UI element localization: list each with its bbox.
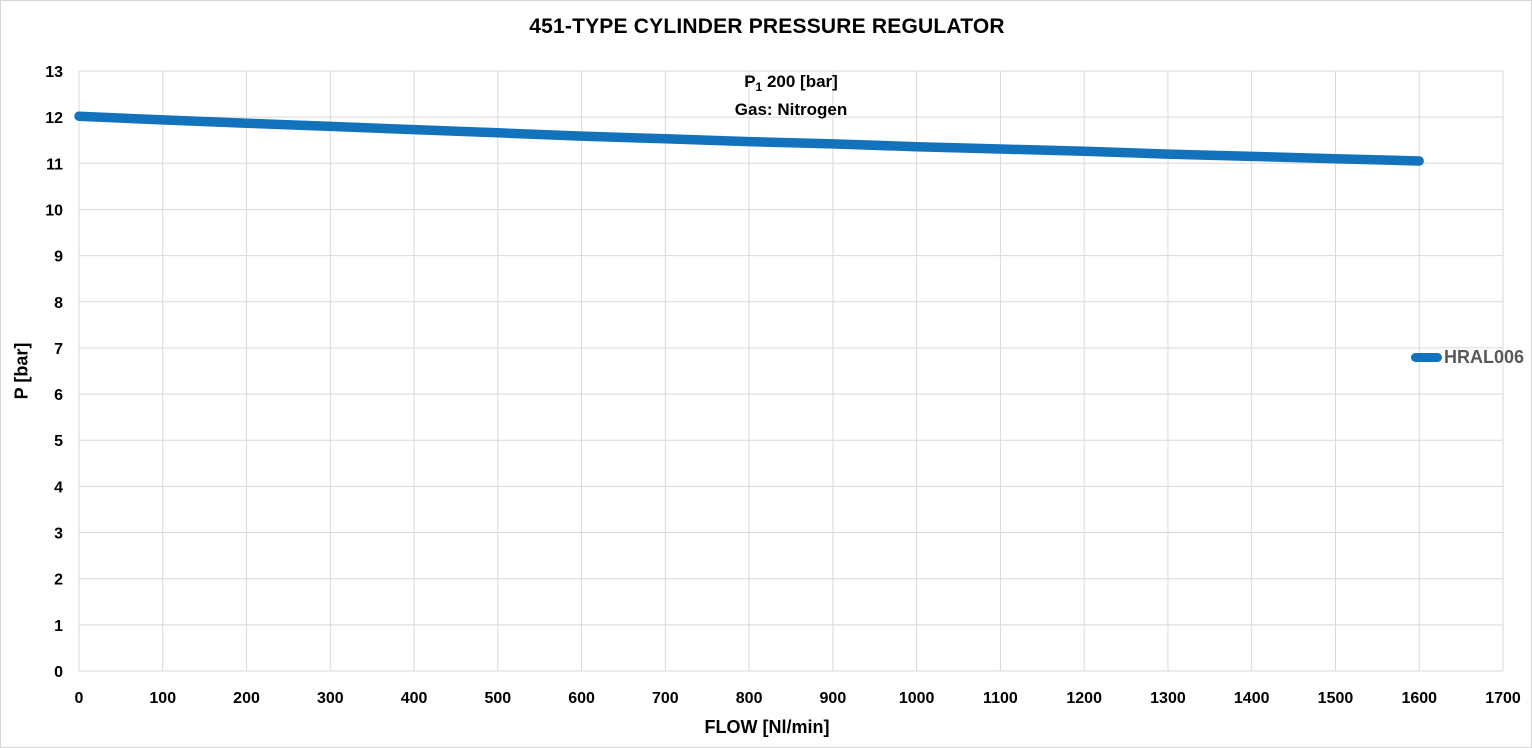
x-tick-label: 300 xyxy=(317,690,344,707)
x-tick-label: 1300 xyxy=(1150,690,1186,707)
y-tick-label: 3 xyxy=(54,526,63,543)
y-tick-label: 0 xyxy=(54,664,63,681)
y-tick-label: 1 xyxy=(54,618,63,635)
chart-subtitle-pressure: P1 200 [bar] xyxy=(1,72,1531,94)
y-tick-label: 4 xyxy=(54,479,63,496)
x-tick-label: 1400 xyxy=(1234,690,1270,707)
x-tick-label: 900 xyxy=(820,690,847,707)
legend-series-label: HRAL006 xyxy=(1444,347,1525,367)
subtitle-p: P xyxy=(744,72,756,91)
x-tick-label: 400 xyxy=(401,690,428,707)
y-tick-label: 9 xyxy=(54,249,63,266)
x-tick-label: 800 xyxy=(736,690,763,707)
y-axis-title: P [bar] xyxy=(11,342,32,400)
x-tick-label: 0 xyxy=(75,690,84,707)
x-tick-label: 600 xyxy=(568,690,595,707)
x-tick-label: 500 xyxy=(484,690,511,707)
x-tick-label: 1700 xyxy=(1485,690,1521,707)
x-tick-label: 1100 xyxy=(983,690,1018,707)
x-axis-title: FLOW [Nl/min] xyxy=(704,717,830,737)
legend-series-marker xyxy=(1411,353,1442,362)
y-tick-label: 5 xyxy=(54,433,63,450)
y-tick-label: 13 xyxy=(45,64,63,81)
chart-title: 451-TYPE CYLINDER PRESSURE REGULATOR xyxy=(529,15,1005,38)
x-tick-label: 1500 xyxy=(1318,690,1354,707)
legend: HRAL006 xyxy=(1411,347,1524,368)
subtitle-p-value: 200 [bar] xyxy=(762,72,838,91)
series-line-hral006 xyxy=(74,111,1424,166)
x-tick-label: 100 xyxy=(149,690,176,707)
y-tick-label: 11 xyxy=(46,156,63,173)
y-tick-label: 6 xyxy=(54,387,63,404)
chart-subtitle-gas: Gas: Nitrogen xyxy=(734,100,848,119)
x-tick-label: 700 xyxy=(652,690,679,707)
x-tick-label: 1000 xyxy=(899,690,935,707)
x-tick-label: 1600 xyxy=(1401,690,1437,707)
subtitle-p-subscript: 1 xyxy=(755,80,763,94)
y-tick-label: 10 xyxy=(45,202,63,219)
y-tick-label: 8 xyxy=(54,295,63,312)
x-tick-label: 1200 xyxy=(1066,690,1102,707)
y-tick-label: 7 xyxy=(54,341,63,358)
x-tick-label: 200 xyxy=(233,690,260,707)
y-tick-label: 2 xyxy=(54,572,63,589)
y-tick-label: 12 xyxy=(45,110,63,127)
